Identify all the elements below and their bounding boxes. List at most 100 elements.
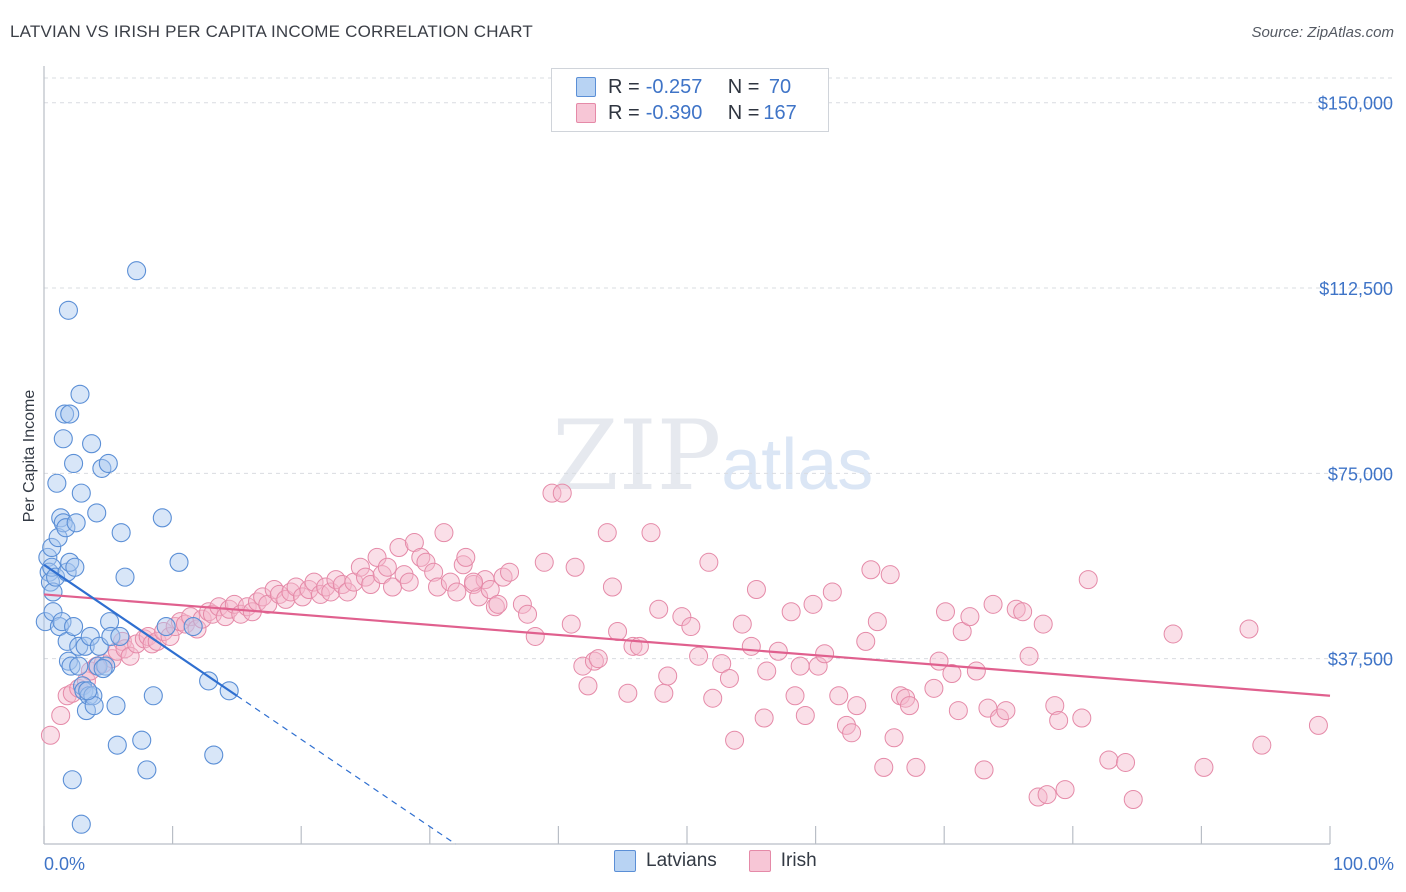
- latvian-point: [65, 557, 85, 577]
- irish-point: [757, 661, 777, 681]
- irish-point: [781, 602, 801, 622]
- irish-point: [1037, 785, 1057, 805]
- irish-point: [424, 562, 444, 582]
- latvian-point: [137, 760, 157, 780]
- latvian-point: [66, 513, 86, 533]
- irish-point: [689, 646, 709, 666]
- latvian-point: [96, 656, 116, 676]
- irish-point: [996, 701, 1016, 721]
- latvian-point: [47, 473, 67, 493]
- irish-point: [1055, 780, 1075, 800]
- irish-point: [712, 654, 732, 674]
- latvian-point: [55, 404, 75, 424]
- latvian-point: [152, 508, 172, 528]
- latvian-point: [132, 730, 152, 750]
- irish-point: [942, 664, 962, 684]
- latvian-point: [75, 636, 95, 656]
- irish-point: [1308, 715, 1328, 735]
- irish-point: [795, 706, 815, 726]
- trend-lines: [43, 563, 1331, 845]
- irish-point: [304, 572, 324, 592]
- irish-point: [719, 668, 739, 688]
- irish-point: [269, 584, 289, 604]
- legend-item-latvians[interactable]: Latvians: [614, 850, 717, 872]
- irish-point: [906, 757, 926, 777]
- irish-point: [440, 572, 460, 592]
- irish-point: [1013, 602, 1033, 622]
- chart-title: LATVIAN VS IRISH PER CAPITA INCOME CORRE…: [10, 22, 534, 41]
- latvian-point: [64, 617, 84, 637]
- irish-point: [966, 661, 986, 681]
- latvian-point: [143, 686, 163, 706]
- irish-point: [649, 599, 669, 619]
- irish-point: [464, 572, 484, 592]
- latvian-series: [35, 261, 239, 834]
- latvian-point: [62, 770, 82, 790]
- irish-point: [880, 565, 900, 585]
- irish-point: [1252, 735, 1272, 755]
- irish-point: [389, 537, 409, 557]
- irish-point: [856, 631, 876, 651]
- irish-point: [1194, 757, 1214, 777]
- irish-point: [989, 708, 1009, 728]
- irish-point: [815, 644, 835, 664]
- latvian-point: [49, 617, 69, 637]
- y-tick-label: $37,500: [1328, 650, 1393, 670]
- latvian-point: [169, 552, 189, 572]
- irish-point: [935, 602, 955, 622]
- irish-point: [699, 552, 719, 572]
- watermark: ZIPatlas: [552, 400, 873, 512]
- irish-n-label: N =: [727, 101, 760, 124]
- irish-point: [321, 582, 341, 602]
- irish-point: [112, 631, 132, 651]
- irish-point: [1019, 646, 1039, 666]
- irish-point: [552, 483, 572, 503]
- latvian-point: [88, 656, 108, 676]
- irish-point: [754, 708, 774, 728]
- irish-point: [1123, 790, 1143, 810]
- irish-point: [525, 626, 545, 646]
- latvians-legend-label: Latvians: [646, 850, 717, 871]
- irish-point: [120, 646, 140, 666]
- latvian-point: [52, 612, 72, 632]
- irish-point: [512, 594, 532, 614]
- latvian-point: [35, 612, 55, 632]
- irish-r-label: R =: [608, 101, 640, 124]
- irish-point: [884, 728, 904, 748]
- irish-point: [51, 706, 71, 726]
- irish-point: [337, 582, 357, 602]
- irish-point: [725, 730, 745, 750]
- y-tick-label: $150,000: [1318, 94, 1393, 114]
- irish-point: [160, 626, 180, 646]
- latvian-point: [183, 617, 203, 637]
- irish-point: [861, 560, 881, 580]
- watermark-atlas: atlas: [721, 425, 874, 505]
- latvian-point: [204, 745, 224, 765]
- irish-point: [641, 523, 661, 543]
- irish-point: [829, 686, 849, 706]
- latvian-point: [107, 735, 127, 755]
- irish-point: [1116, 752, 1136, 772]
- y-axis-label: Per Capita Income: [21, 390, 38, 523]
- irish-point: [399, 572, 419, 592]
- irish-point: [703, 688, 723, 708]
- irish-point: [808, 656, 828, 676]
- y-tick-label: $112,500: [1319, 279, 1393, 299]
- latvians-n-value: 70: [763, 75, 792, 98]
- irish-point: [367, 547, 387, 567]
- latvian-point: [110, 626, 130, 646]
- legend-item-irish[interactable]: Irish: [748, 850, 817, 872]
- irish-point: [453, 555, 473, 575]
- latvian-point: [51, 508, 71, 528]
- irish-point: [842, 723, 862, 743]
- irish-point: [488, 594, 508, 614]
- irish-point: [518, 604, 538, 624]
- latvian-point: [111, 523, 131, 543]
- irish-point: [447, 582, 467, 602]
- irish-point: [170, 612, 190, 632]
- irish-point: [803, 594, 823, 614]
- irish-point: [952, 621, 972, 641]
- irish-r-value: -0.390: [645, 101, 703, 124]
- irish-point: [1163, 624, 1183, 644]
